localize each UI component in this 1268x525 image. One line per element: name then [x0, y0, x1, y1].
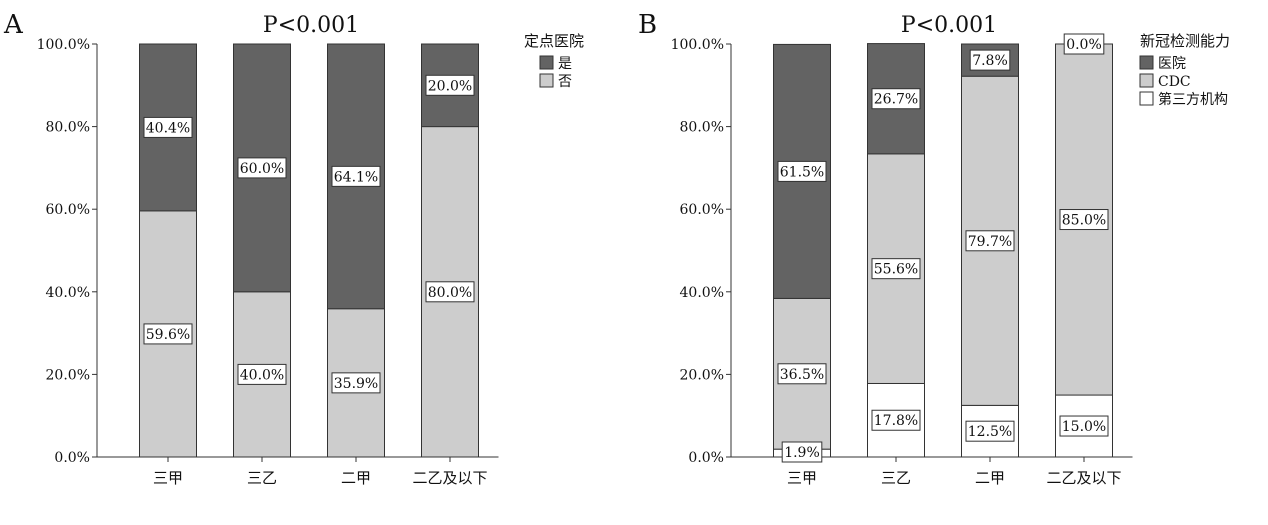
legend-swatch — [1139, 73, 1154, 88]
data-label-box — [777, 160, 827, 182]
data-label: 12.5% — [968, 424, 1012, 440]
x-tick-label: 二乙及以下 — [412, 469, 487, 487]
data-label-box — [965, 420, 1015, 442]
data-label-box — [143, 323, 193, 345]
y-tick-label: 80.0% — [46, 120, 90, 136]
data-label: 85.0% — [1062, 213, 1106, 229]
x-tick-label: 二乙及以下 — [1046, 469, 1121, 487]
legend-label: 否 — [558, 74, 572, 90]
data-label-box — [965, 230, 1015, 252]
y-tick-label: 80.0% — [680, 120, 724, 136]
data-label: 60.0% — [240, 161, 284, 177]
data-label-box — [871, 258, 921, 280]
data-label-box — [237, 157, 287, 179]
legend-label: 第三方机构 — [1158, 91, 1228, 108]
x-tick-label: 三甲 — [787, 469, 817, 487]
y-tick-label: 60.0% — [46, 202, 90, 218]
data-label-box — [331, 165, 381, 187]
y-tick-label: 20.0% — [46, 367, 90, 383]
data-label-box — [331, 372, 381, 394]
panel-letter: B — [638, 10, 657, 40]
legend-label: 是 — [558, 56, 572, 72]
data-label-box — [143, 116, 193, 138]
panel-letter: A — [3, 10, 24, 40]
chart-title: P<0.001 — [901, 13, 997, 38]
data-labels: 1.9% 36.5% 61.5% 17.8% 55.6% 26.7% 12.5% 79.7% 7… — [777, 33, 1109, 463]
y-tick-label: 40.0% — [680, 285, 724, 301]
data-label-box — [781, 441, 823, 463]
data-label: 35.9% — [334, 376, 378, 392]
legend-title: 新冠检测能力 — [1140, 32, 1230, 50]
data-label-box — [425, 74, 475, 96]
data-label-box — [969, 49, 1011, 71]
y-tick-label: 40.0% — [46, 285, 90, 301]
panel-b: B P<0.001 0.0% 20.0% 40.0% 60.0% 80.0% 100.0%… — [638, 10, 1230, 487]
data-label: 80.0% — [428, 285, 472, 301]
data-label: 79.7% — [968, 234, 1012, 250]
data-label: 15.0% — [1062, 419, 1106, 435]
chart-title: P<0.001 — [263, 13, 359, 38]
legend-swatch — [539, 73, 554, 88]
legend-title: 定点医院 — [524, 32, 584, 50]
x-tick-label: 三甲 — [153, 469, 183, 487]
data-label: 0.0% — [1066, 37, 1102, 53]
axes: 0.0% 20.0% 40.0% 60.0% 80.0% 100.0% 三甲 三乙 二甲 二乙及以… — [671, 37, 1133, 487]
data-label: 59.6% — [146, 327, 190, 343]
legend: 定点医院 是否 — [524, 32, 584, 90]
data-label: 20.0% — [428, 78, 472, 94]
data-label-box — [871, 88, 921, 110]
data-label: 17.8% — [874, 413, 918, 429]
data-label: 40.0% — [240, 367, 284, 383]
data-label: 7.8% — [972, 53, 1008, 69]
bars — [773, 43, 1113, 458]
x-tick-label: 三乙 — [881, 469, 911, 487]
data-label: 1.9% — [784, 445, 820, 461]
data-label: 64.1% — [334, 169, 378, 185]
legend-swatch — [1139, 91, 1154, 106]
y-tick-label: 100.0% — [37, 37, 90, 53]
data-label: 26.7% — [874, 92, 918, 108]
y-tick-label: 100.0% — [671, 37, 724, 53]
data-label-box — [1059, 209, 1109, 231]
x-tick-label: 二甲 — [975, 469, 1005, 487]
data-label: 55.6% — [874, 262, 918, 278]
panel-a: A P<0.001 0.0% 20.0% 40.0% 60.0% 80.0% 100.0%… — [3, 10, 584, 487]
bars — [139, 43, 479, 458]
data-label-box — [1059, 415, 1109, 437]
data-label-box — [425, 281, 475, 303]
data-label-box — [1063, 33, 1105, 55]
y-tick-label: 60.0% — [680, 202, 724, 218]
x-tick-label: 二甲 — [341, 469, 371, 487]
data-label: 40.4% — [146, 120, 190, 136]
data-label: 36.5% — [780, 367, 824, 383]
y-tick-label: 20.0% — [680, 367, 724, 383]
legend-swatch — [1139, 55, 1154, 70]
data-labels: 59.6% 40.4% 40.0% 60.0% 35.9% 64.1% 80.0% 20.0% — [143, 74, 475, 394]
y-tick-label: 0.0% — [688, 450, 724, 466]
data-label-box — [777, 363, 827, 385]
data-label-box — [237, 363, 287, 385]
legend-label: CDC — [1158, 74, 1191, 90]
legend-label: 医院 — [1158, 56, 1186, 72]
y-tick-label: 0.0% — [54, 450, 90, 466]
x-tick-label: 三乙 — [247, 469, 277, 487]
axes: 0.0% 20.0% 40.0% 60.0% 80.0% 100.0% 三甲 三乙 二甲 二乙及以… — [37, 37, 499, 487]
data-label: 61.5% — [780, 164, 824, 180]
data-label-box — [871, 409, 921, 431]
legend-swatch — [539, 55, 554, 70]
